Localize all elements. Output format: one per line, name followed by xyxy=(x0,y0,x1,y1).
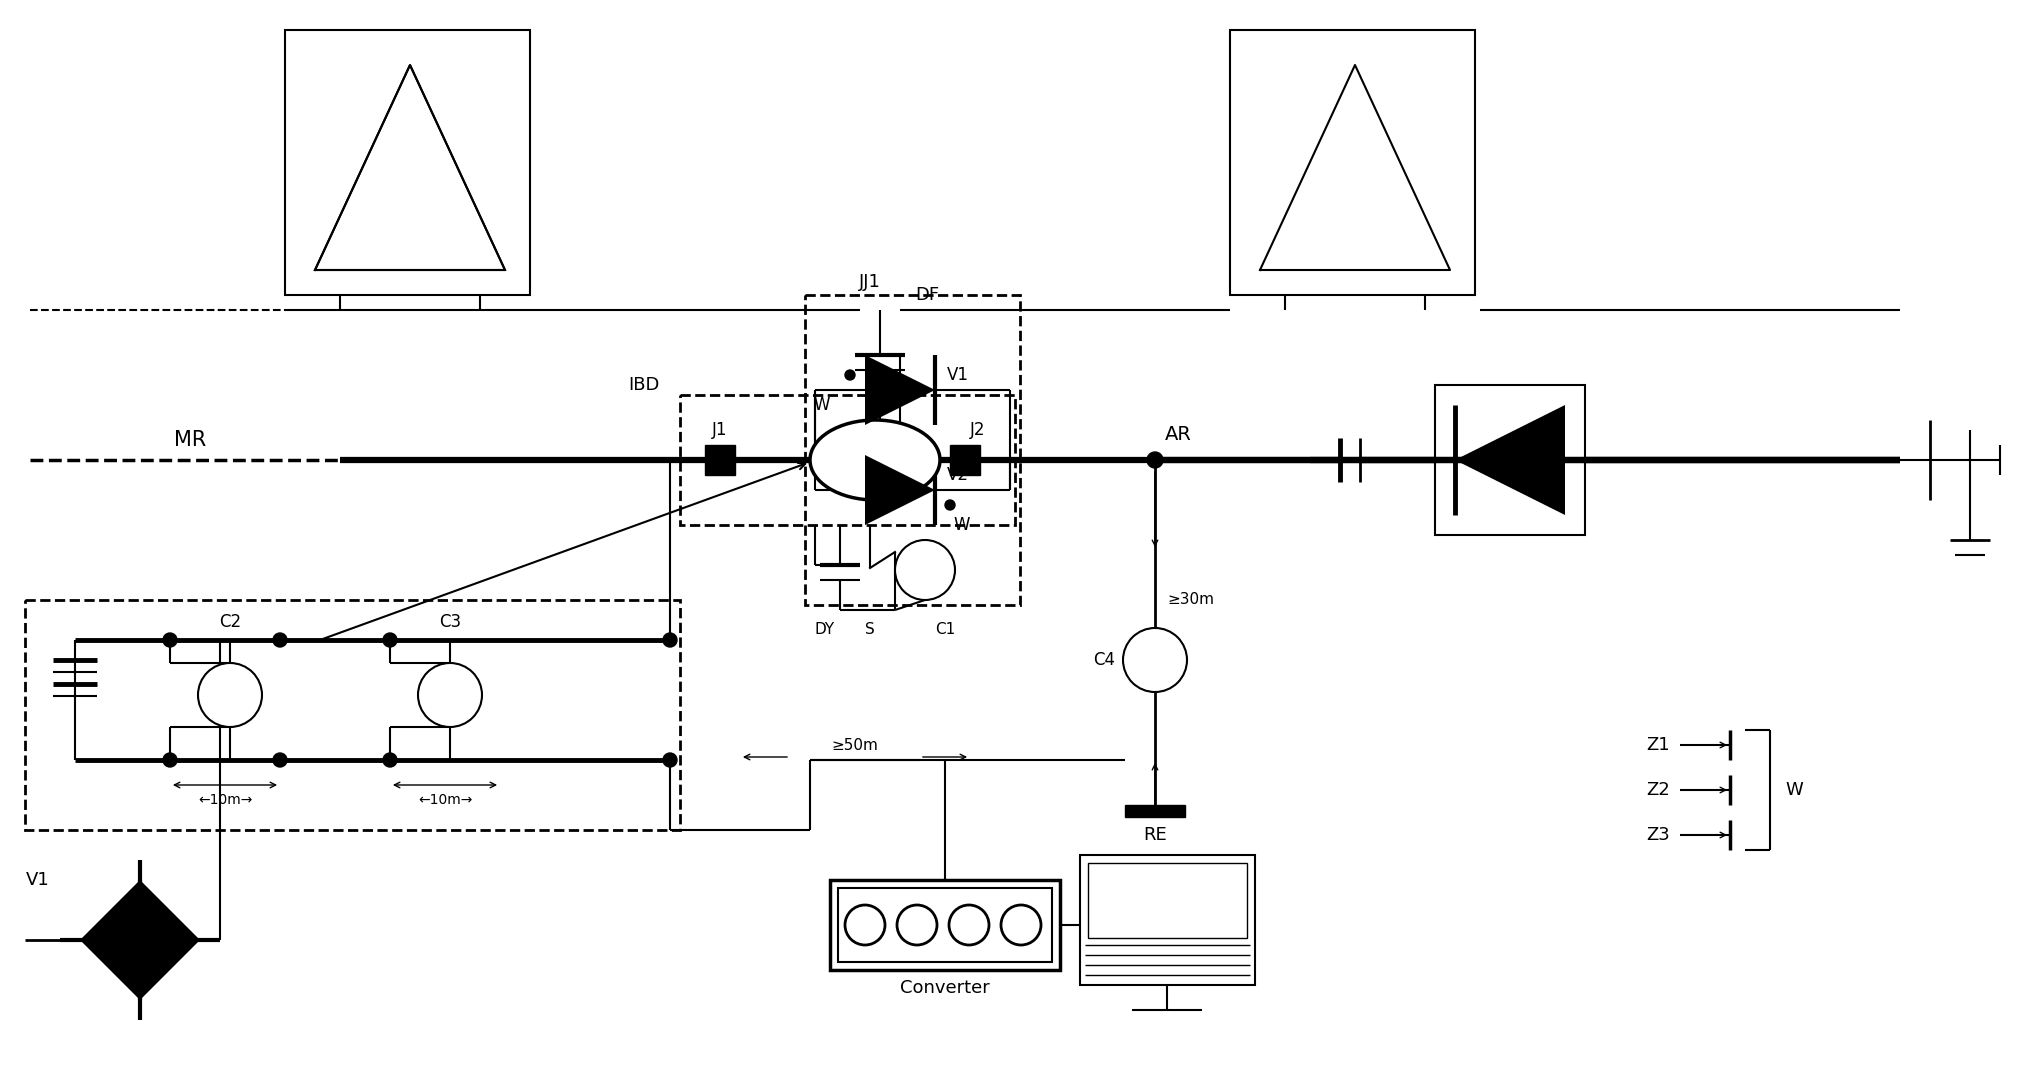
Circle shape xyxy=(163,633,178,648)
Circle shape xyxy=(198,663,262,728)
Text: DF: DF xyxy=(914,286,938,304)
Polygon shape xyxy=(81,880,139,1000)
Circle shape xyxy=(383,753,398,768)
Text: J1: J1 xyxy=(712,421,728,439)
Bar xyxy=(950,445,981,475)
Circle shape xyxy=(846,370,856,381)
Text: W: W xyxy=(813,396,829,414)
Bar xyxy=(680,395,1015,525)
Text: C2: C2 xyxy=(218,613,240,631)
Circle shape xyxy=(896,905,936,945)
Circle shape xyxy=(664,633,676,648)
Circle shape xyxy=(896,540,955,600)
Text: J2: J2 xyxy=(971,421,985,439)
Circle shape xyxy=(418,663,482,728)
Polygon shape xyxy=(866,355,934,425)
Text: Z1: Z1 xyxy=(1647,736,1671,755)
Polygon shape xyxy=(139,880,200,1000)
Bar xyxy=(805,295,1019,605)
Text: V1: V1 xyxy=(946,366,969,384)
Bar xyxy=(829,880,1059,970)
Circle shape xyxy=(383,633,398,648)
Bar xyxy=(837,888,1051,962)
Circle shape xyxy=(272,633,287,648)
Circle shape xyxy=(944,501,955,510)
Text: W: W xyxy=(1786,780,1802,799)
Text: ←10m→: ←10m→ xyxy=(198,793,252,808)
Circle shape xyxy=(1001,905,1041,945)
Bar xyxy=(1231,30,1475,295)
Text: C3: C3 xyxy=(440,613,460,631)
Text: Z3: Z3 xyxy=(1647,826,1671,844)
Bar xyxy=(704,445,735,475)
Polygon shape xyxy=(1455,405,1566,515)
Text: RE: RE xyxy=(1142,826,1166,844)
Text: DY: DY xyxy=(815,623,835,638)
Text: V1: V1 xyxy=(26,871,50,889)
Text: MR: MR xyxy=(174,430,206,450)
Text: AR: AR xyxy=(1164,426,1193,444)
Circle shape xyxy=(664,753,676,768)
Text: ≥30m: ≥30m xyxy=(1166,592,1215,608)
Bar xyxy=(1435,385,1584,535)
Text: Z2: Z2 xyxy=(1647,780,1671,799)
Polygon shape xyxy=(866,455,934,525)
Text: Converter: Converter xyxy=(900,979,991,997)
Text: W: W xyxy=(952,516,969,534)
Text: V2: V2 xyxy=(946,466,969,484)
Circle shape xyxy=(846,905,886,945)
Circle shape xyxy=(948,905,989,945)
Text: C1: C1 xyxy=(934,623,955,638)
Bar xyxy=(285,30,531,295)
Ellipse shape xyxy=(809,421,940,501)
Text: IBD: IBD xyxy=(630,376,660,393)
Bar xyxy=(24,600,680,830)
Circle shape xyxy=(163,753,178,768)
Text: JJ1: JJ1 xyxy=(860,273,882,291)
Circle shape xyxy=(1146,452,1162,468)
Bar xyxy=(1124,805,1185,817)
Bar xyxy=(1088,863,1247,938)
Circle shape xyxy=(272,753,287,768)
Text: ≥50m: ≥50m xyxy=(831,737,878,752)
Circle shape xyxy=(1122,628,1187,692)
Text: C4: C4 xyxy=(1094,651,1116,669)
Text: S: S xyxy=(866,623,876,638)
Text: ←10m→: ←10m→ xyxy=(418,793,472,808)
Bar xyxy=(1080,855,1255,985)
